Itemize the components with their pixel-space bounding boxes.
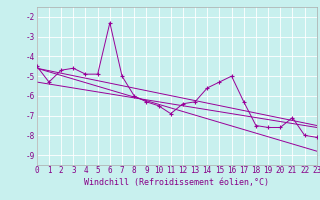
X-axis label: Windchill (Refroidissement éolien,°C): Windchill (Refroidissement éolien,°C) [84,178,269,187]
